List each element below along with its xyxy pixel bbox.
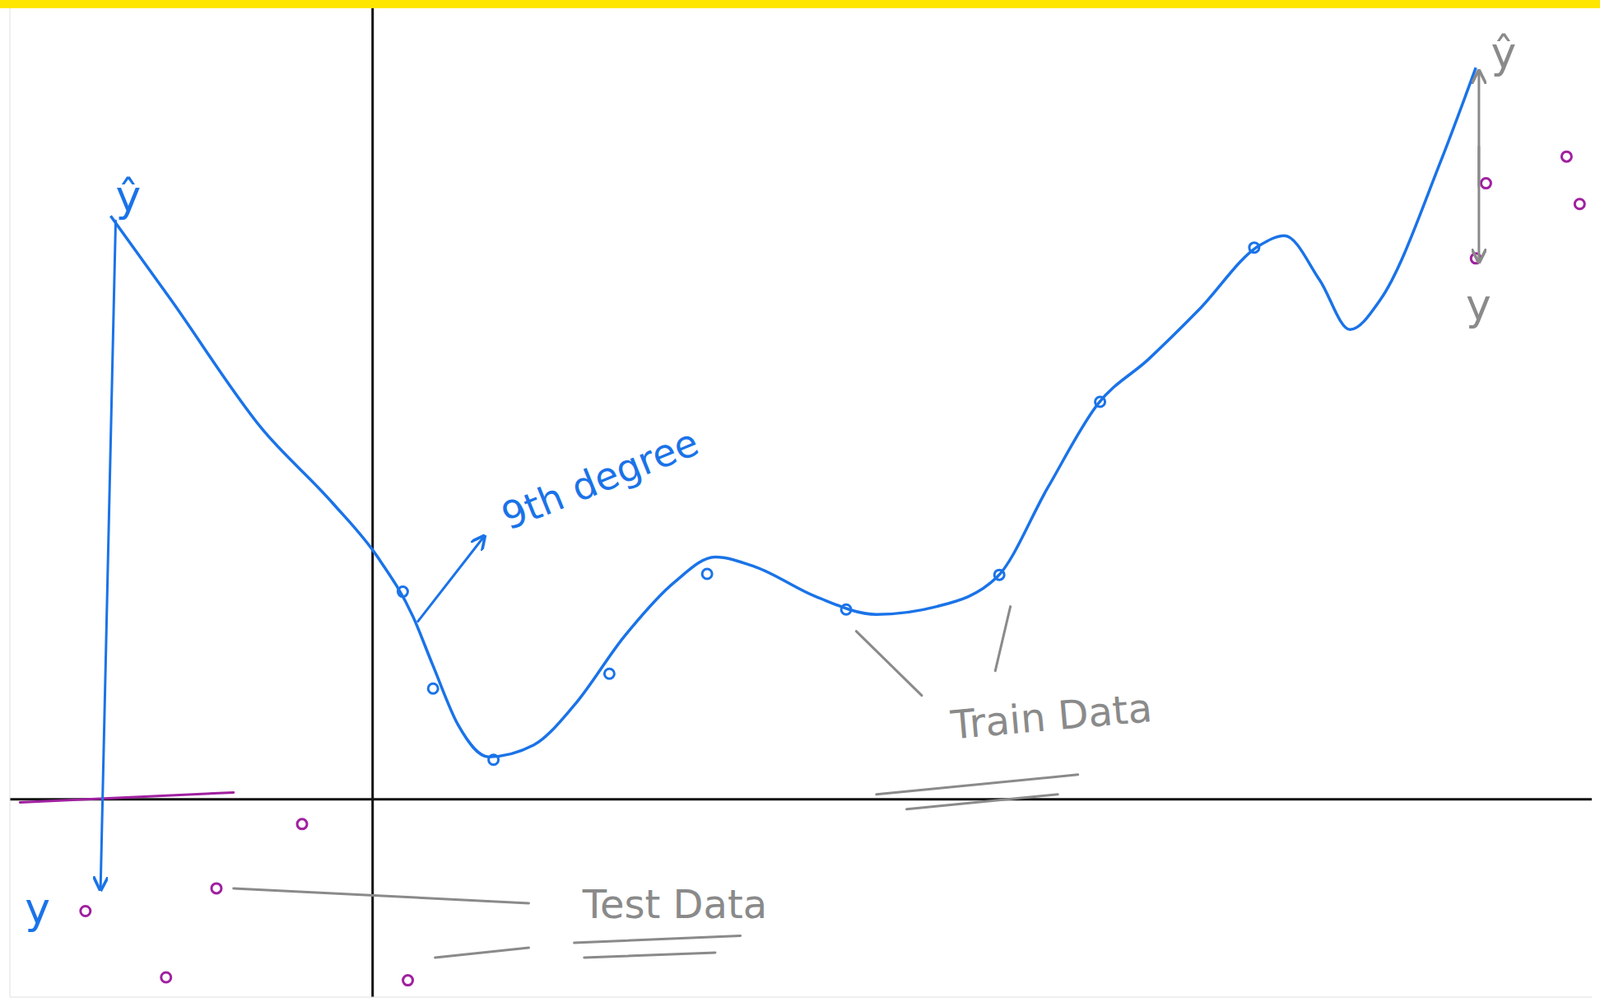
svg-text:y: y bbox=[24, 883, 51, 933]
svg-text:9th degree: 9th degree bbox=[495, 419, 705, 540]
svg-text:ŷ: ŷ bbox=[116, 171, 142, 221]
svg-text:Test Data: Test Data bbox=[581, 880, 768, 927]
svg-text:y: y bbox=[1465, 279, 1492, 330]
svg-text:ŷ: ŷ bbox=[1491, 27, 1517, 78]
svg-text:Train Data: Train Data bbox=[948, 683, 1154, 748]
